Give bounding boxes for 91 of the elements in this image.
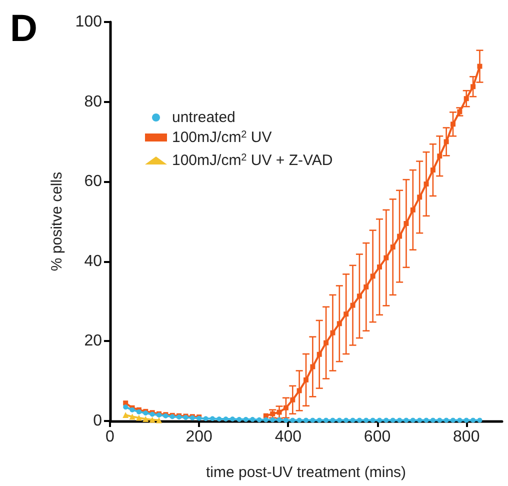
point	[364, 284, 369, 290]
point	[404, 220, 409, 226]
point	[236, 416, 242, 422]
point	[316, 352, 322, 357]
point	[450, 122, 456, 127]
point	[404, 418, 409, 423]
point	[216, 416, 222, 422]
point	[477, 418, 482, 423]
point	[336, 418, 342, 423]
point	[470, 84, 476, 90]
point	[430, 168, 436, 173]
x-axis-title: time post-UV treatment (mins)	[206, 464, 406, 481]
point	[210, 416, 215, 422]
point	[243, 416, 248, 422]
point	[344, 418, 349, 423]
point	[470, 418, 476, 423]
point	[316, 418, 322, 423]
point	[384, 255, 389, 260]
y-tick-label: 40	[84, 252, 102, 270]
point	[283, 405, 288, 410]
point	[424, 418, 429, 423]
point	[457, 418, 462, 423]
point	[410, 418, 416, 423]
y-tick-label: 80	[84, 93, 102, 110]
point	[230, 416, 235, 422]
point	[384, 418, 389, 423]
x-tick-label: 600	[364, 428, 391, 446]
point	[156, 417, 162, 424]
y-tick-label: 0	[93, 412, 102, 430]
point	[370, 418, 376, 423]
text: D	[10, 8, 38, 51]
point	[437, 154, 442, 159]
point	[324, 340, 329, 346]
point	[437, 418, 442, 423]
point	[310, 418, 316, 423]
point	[304, 377, 308, 382]
x-tick-label: 400	[274, 428, 302, 446]
y-tick-label: 100	[75, 14, 102, 30]
point	[444, 139, 449, 144]
point	[223, 416, 228, 422]
point	[370, 274, 376, 279]
point	[123, 404, 128, 410]
point	[417, 418, 422, 423]
point	[330, 330, 336, 336]
point	[344, 312, 349, 317]
point	[149, 416, 156, 423]
point	[129, 414, 136, 420]
point	[330, 418, 336, 423]
y-axis-title: % positve cells	[48, 172, 66, 272]
point	[203, 416, 208, 422]
point	[430, 418, 436, 423]
y-tick-label: 60	[84, 173, 102, 190]
point	[477, 64, 482, 69]
point	[377, 418, 382, 423]
point	[304, 418, 308, 423]
point	[142, 416, 149, 422]
point	[397, 234, 402, 239]
point	[464, 418, 469, 423]
point	[390, 244, 396, 250]
point	[356, 294, 362, 299]
x-tick-label: 800	[453, 428, 480, 446]
point	[256, 417, 262, 422]
point	[122, 412, 129, 418]
point	[356, 418, 362, 423]
point	[350, 418, 356, 423]
point	[417, 194, 422, 200]
point	[250, 416, 256, 422]
x-tick-label: 200	[186, 428, 213, 446]
point	[410, 207, 416, 212]
point	[296, 388, 302, 394]
point	[350, 302, 356, 308]
y-tick-label: 20	[84, 332, 102, 350]
point	[290, 418, 296, 423]
point	[397, 418, 402, 423]
point	[444, 418, 449, 423]
point	[424, 181, 429, 186]
point	[136, 414, 142, 421]
legend-label: untreated	[172, 109, 236, 126]
x-tick-label: 0	[106, 428, 115, 446]
point	[464, 96, 469, 102]
point	[324, 418, 329, 423]
point	[290, 397, 296, 402]
point	[390, 418, 396, 423]
point	[364, 418, 369, 423]
point	[296, 418, 302, 423]
point	[263, 417, 268, 422]
point	[377, 264, 382, 270]
point	[450, 418, 456, 423]
point	[276, 410, 282, 415]
point	[310, 364, 316, 370]
point	[336, 321, 342, 326]
